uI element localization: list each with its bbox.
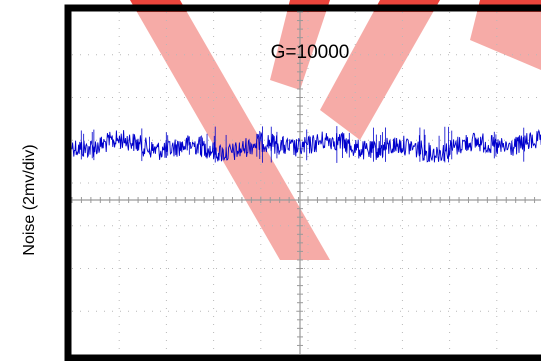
watermark-fade [72, 12, 541, 354]
grid-dots [72, 12, 541, 354]
center-axes [71, 11, 541, 354]
noise-trace-group [71, 126, 541, 163]
noise-trace [71, 129, 541, 163]
plot-frame [64, 4, 541, 361]
watermark-logo [72, 0, 541, 354]
gain-annotation: G=10000 [271, 42, 350, 63]
